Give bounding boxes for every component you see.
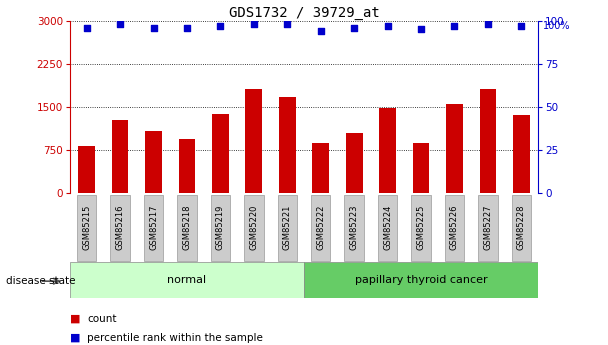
Text: GSM85219: GSM85219 [216, 205, 225, 250]
Bar [178, 195, 196, 261]
Bar [144, 195, 163, 261]
Bar [345, 195, 364, 261]
Text: GSM85217: GSM85217 [149, 205, 158, 250]
Bar [179, 139, 195, 193]
Bar [70, 262, 304, 298]
Text: GSM85223: GSM85223 [350, 205, 359, 250]
Bar [412, 195, 430, 261]
Bar [77, 195, 96, 261]
Point [115, 21, 125, 27]
Point [416, 27, 426, 32]
Text: percentile rank within the sample: percentile rank within the sample [87, 333, 263, 343]
Text: GSM85228: GSM85228 [517, 205, 526, 250]
Point [81, 25, 91, 30]
Bar [246, 89, 262, 193]
Point [483, 21, 493, 27]
Text: GSM85221: GSM85221 [283, 205, 292, 250]
Bar [112, 120, 128, 193]
Point [517, 23, 527, 29]
Text: GSM85224: GSM85224 [383, 205, 392, 250]
Point [349, 25, 359, 30]
Bar [279, 97, 295, 193]
Bar [480, 89, 496, 193]
Text: GSM85222: GSM85222 [316, 205, 325, 250]
Bar [111, 195, 130, 261]
Point [449, 23, 460, 29]
Bar [445, 195, 464, 261]
Text: ■: ■ [70, 333, 80, 343]
Text: disease state: disease state [6, 276, 75, 286]
Point [215, 23, 225, 29]
Text: ■: ■ [70, 314, 80, 324]
Bar [478, 195, 497, 261]
Text: GSM85220: GSM85220 [249, 205, 258, 250]
Text: GSM85218: GSM85218 [182, 205, 192, 250]
Bar [313, 142, 329, 193]
Bar [379, 108, 396, 193]
Text: papillary thyroid cancer: papillary thyroid cancer [354, 275, 488, 285]
Text: GSM85215: GSM85215 [82, 205, 91, 250]
Point [249, 21, 259, 27]
Bar [212, 114, 229, 193]
Text: GSM85225: GSM85225 [416, 205, 426, 250]
Text: count: count [87, 314, 117, 324]
Bar [413, 143, 429, 193]
Text: 100%: 100% [543, 21, 570, 31]
Bar [513, 115, 530, 193]
Text: GSM85216: GSM85216 [116, 205, 125, 250]
Bar [311, 195, 330, 261]
Bar [78, 146, 95, 193]
Point [316, 28, 326, 34]
Bar [278, 195, 297, 261]
Bar [304, 262, 538, 298]
Text: normal: normal [167, 275, 207, 285]
Point [282, 21, 292, 27]
Point [182, 25, 192, 30]
Text: GSM85226: GSM85226 [450, 205, 459, 250]
Bar [378, 195, 397, 261]
Bar [446, 104, 463, 193]
Bar [211, 195, 230, 261]
Text: GSM85227: GSM85227 [483, 205, 492, 250]
Point [148, 25, 158, 30]
Bar [512, 195, 531, 261]
Bar [244, 195, 263, 261]
Bar [346, 133, 362, 193]
Title: GDS1732 / 39729_at: GDS1732 / 39729_at [229, 6, 379, 20]
Point [383, 23, 393, 29]
Bar [145, 131, 162, 193]
